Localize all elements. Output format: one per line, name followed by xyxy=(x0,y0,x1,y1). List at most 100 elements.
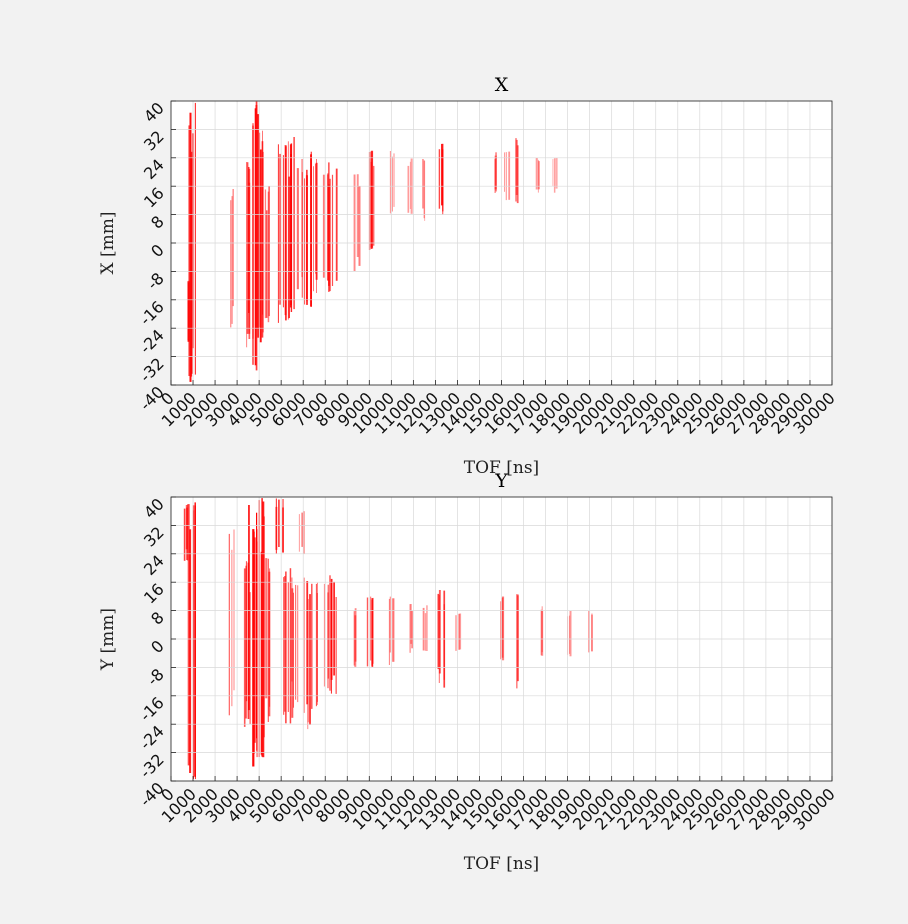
heatmap-streak xyxy=(588,610,590,653)
heatmap-streak xyxy=(409,161,411,209)
heatmap-streak xyxy=(354,608,357,662)
heatmap-streak xyxy=(231,549,233,707)
heatmap-streak xyxy=(373,165,375,246)
heatmap-streak xyxy=(441,143,443,206)
heatmap-streak xyxy=(309,594,311,725)
heatmap-streak xyxy=(516,594,518,689)
heatmap-streak xyxy=(183,508,186,561)
heatmap-streak xyxy=(327,173,329,281)
heatmap-streak xyxy=(538,161,540,190)
heatmap-streak xyxy=(494,155,497,190)
heatmap-streak xyxy=(191,151,193,374)
heatmap-streak xyxy=(508,151,511,200)
heatmap-streak xyxy=(459,613,462,650)
heatmap-streak xyxy=(303,577,305,713)
heatmap-streak xyxy=(262,151,264,333)
heatmap-streak xyxy=(189,529,192,773)
heatmap-streak xyxy=(410,604,412,644)
heatmap-streak xyxy=(455,615,457,651)
y-axis-label: X [mm] xyxy=(98,211,118,274)
heatmap-streak xyxy=(230,200,232,328)
x-heatmap-panel: 0100020003000400050006000700080009000100… xyxy=(98,74,839,478)
heatmap-streak xyxy=(335,597,337,694)
heatmap-streak xyxy=(296,168,299,290)
heatmap-streak xyxy=(317,582,318,702)
heatmap-streak xyxy=(307,599,309,723)
heatmap-streak xyxy=(358,186,361,266)
heatmap-streak xyxy=(438,590,441,674)
heatmap-streak xyxy=(458,613,461,650)
heatmap-streak xyxy=(504,152,505,192)
heatmap-streak xyxy=(259,149,262,343)
heatmap-streak xyxy=(288,176,290,319)
heatmap-streak xyxy=(323,583,326,687)
heatmap-streak xyxy=(516,145,519,204)
heatmap-streak xyxy=(307,581,309,730)
heatmap-streak xyxy=(285,571,287,724)
heatmap-streak xyxy=(329,178,331,292)
heatmap-streak xyxy=(501,597,504,658)
heatmap-streak xyxy=(233,529,235,691)
heatmap-streak xyxy=(392,598,395,662)
heatmap-streak xyxy=(298,514,300,552)
heatmap-streak xyxy=(258,132,261,328)
heatmap-streak xyxy=(279,153,282,305)
heatmap-streak xyxy=(245,561,248,702)
heatmap-streak xyxy=(515,139,518,195)
heatmap-streak xyxy=(267,558,269,722)
heatmap-streak xyxy=(243,568,246,727)
heatmap-streak xyxy=(541,610,544,656)
heatmap-streak xyxy=(228,533,230,716)
heatmap-streak xyxy=(552,159,554,187)
heatmap-streak xyxy=(249,592,251,725)
heatmap-streak xyxy=(262,501,265,758)
heatmap-streak xyxy=(328,162,330,292)
heatmap-streak xyxy=(426,605,428,651)
heatmap-streak xyxy=(316,159,317,293)
heatmap-streak xyxy=(315,163,316,274)
heatmap-streak xyxy=(293,137,295,310)
heatmap-streak xyxy=(437,593,440,670)
heatmap-streak xyxy=(515,138,517,202)
heatmap-streak xyxy=(502,596,505,661)
heatmap-streak xyxy=(306,581,308,705)
chart-title: X xyxy=(495,74,509,96)
heatmap-streak xyxy=(537,159,539,193)
heatmap-streak xyxy=(269,568,271,707)
heatmap-streak xyxy=(194,102,196,375)
heatmap-streak xyxy=(248,505,250,711)
heatmap-streak xyxy=(366,597,369,667)
heatmap-streak xyxy=(192,510,195,779)
heatmap-streak xyxy=(268,186,270,317)
heatmap-streak xyxy=(313,166,314,292)
heatmap-streak xyxy=(591,615,593,652)
heatmap-streak xyxy=(253,531,255,754)
heatmap-streak xyxy=(291,588,294,718)
heatmap-streak xyxy=(248,167,250,313)
heatmap-streak xyxy=(278,499,280,547)
heatmap-streak xyxy=(569,615,571,654)
heatmap-streak xyxy=(389,596,391,653)
heatmap-streak xyxy=(277,144,279,323)
heatmap-streak xyxy=(303,511,305,554)
heatmap-streak xyxy=(409,604,411,653)
heatmap-streak xyxy=(284,576,286,712)
heatmap-streak xyxy=(261,141,264,338)
heatmap-streak xyxy=(393,153,395,207)
heatmap-streak xyxy=(329,575,331,691)
heatmap-streak xyxy=(255,105,258,329)
heatmap-streak xyxy=(315,583,317,707)
heatmap-streak xyxy=(335,168,338,281)
heatmap-streak xyxy=(304,178,305,305)
heatmap-streak xyxy=(423,160,425,219)
heatmap-streak xyxy=(353,611,356,666)
heatmap-streak xyxy=(264,189,267,319)
heatmap-streak xyxy=(265,558,268,699)
heatmap-streak xyxy=(257,114,260,338)
heatmap-streak xyxy=(283,577,285,715)
heatmap-streak xyxy=(540,609,543,656)
heatmap-streak xyxy=(261,498,263,757)
heatmap-streak xyxy=(330,578,333,680)
heatmap-streak xyxy=(517,595,519,682)
heatmap-streak xyxy=(371,599,373,666)
